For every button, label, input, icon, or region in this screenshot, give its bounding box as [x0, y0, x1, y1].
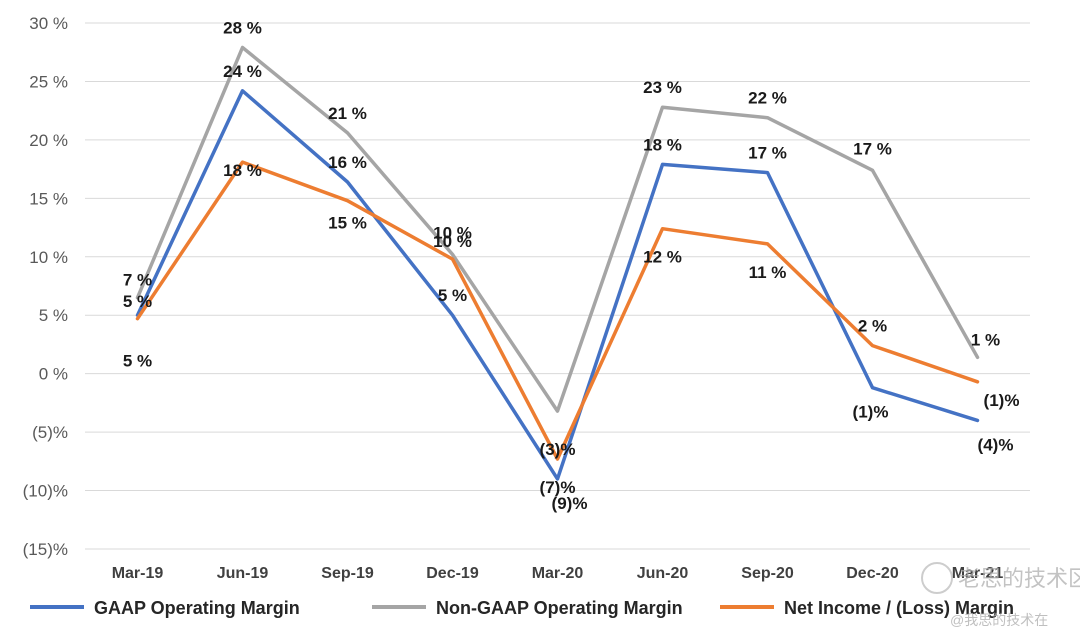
- y-tick-label: 25 %: [29, 72, 68, 91]
- y-tick-label: 5 %: [39, 306, 68, 325]
- series-line-3: [135, 160, 980, 461]
- data-label: 28 %: [223, 19, 262, 38]
- data-label: 1 %: [971, 330, 1000, 349]
- data-label: 5 %: [123, 352, 152, 371]
- y-tick-label: (15)%: [23, 540, 68, 559]
- y-tick-label: 30 %: [29, 14, 68, 33]
- series-lines: [135, 45, 980, 481]
- data-labels: 5 % 24 % 16 % 5 % (9)% 18 % 17 % (1)% (4)% 7 % 28 …: [123, 19, 1020, 513]
- y-tick-label: 0 %: [39, 365, 68, 384]
- watermark-logo-icon: [921, 562, 953, 594]
- watermark-subtext: @我思的技术在: [950, 612, 1048, 628]
- data-label: (9)%: [552, 494, 588, 513]
- x-tick-label: Mar-20: [532, 565, 584, 582]
- data-label: (3)%: [540, 440, 576, 459]
- watermark: 老思的技术区 @我思的技术在: [921, 562, 1080, 628]
- data-label: 5 %: [438, 286, 467, 305]
- data-label: 22 %: [748, 89, 787, 108]
- data-label: 21 %: [328, 104, 367, 123]
- data-label: 11 %: [749, 263, 787, 282]
- x-axis-ticks: Mar-19 Jun-19 Sep-19 Dec-19 Mar-20 Jun-20 Sep-…: [112, 565, 1004, 582]
- series-line-2: [135, 45, 980, 413]
- series-line-1: [135, 89, 980, 481]
- legend-label: GAAP Operating Margin: [94, 598, 300, 618]
- data-label: (1)%: [984, 391, 1020, 410]
- data-label: (4)%: [978, 435, 1014, 454]
- data-label: 7 %: [123, 271, 152, 290]
- data-label: 12 %: [643, 248, 682, 267]
- data-label: 15 %: [328, 214, 367, 233]
- data-label: 17 %: [748, 144, 787, 163]
- data-label: 2 %: [858, 317, 887, 336]
- y-tick-label: 10 %: [29, 248, 68, 267]
- data-label: 10 %: [433, 223, 472, 242]
- legend: GAAP Operating Margin Non-GAAP Operating …: [30, 598, 1014, 618]
- data-label: 17 %: [853, 139, 892, 158]
- legend-label: Net Income / (Loss) Margin: [784, 598, 1014, 618]
- x-tick-label: Dec-20: [846, 565, 899, 582]
- data-label: (1)%: [853, 403, 889, 422]
- x-tick-label: Sep-19: [321, 565, 374, 582]
- data-label: 10 %: [433, 232, 472, 251]
- data-label: (7)%: [540, 478, 576, 497]
- data-label: 18 %: [643, 135, 682, 154]
- x-tick-label: Jun-20: [637, 565, 689, 582]
- x-tick-label: Dec-19: [426, 565, 479, 582]
- x-tick-label: Mar-21: [952, 565, 1004, 582]
- x-tick-label: Mar-19: [112, 565, 164, 582]
- y-tick-label: 20 %: [29, 131, 68, 150]
- data-label: 24 %: [223, 62, 262, 81]
- data-label: 5 %: [123, 292, 152, 311]
- y-tick-label: 15 %: [29, 189, 68, 208]
- watermark-text: 老思的技术区: [958, 566, 1080, 591]
- gridlines: [85, 22, 1030, 550]
- data-label: 18 %: [223, 161, 262, 180]
- x-tick-label: Sep-20: [741, 565, 794, 582]
- data-label: 16 %: [328, 153, 367, 172]
- x-tick-label: Jun-19: [217, 565, 269, 582]
- y-axis-ticks: 30 % 25 % 20 % 15 % 10 % 5 % 0 % (5)% (10)% (15)%: [23, 14, 68, 559]
- y-tick-label: (5)%: [32, 423, 68, 442]
- y-tick-label: (10)%: [23, 482, 68, 501]
- data-label: 23 %: [643, 78, 682, 97]
- legend-label: Non-GAAP Operating Margin: [436, 598, 683, 618]
